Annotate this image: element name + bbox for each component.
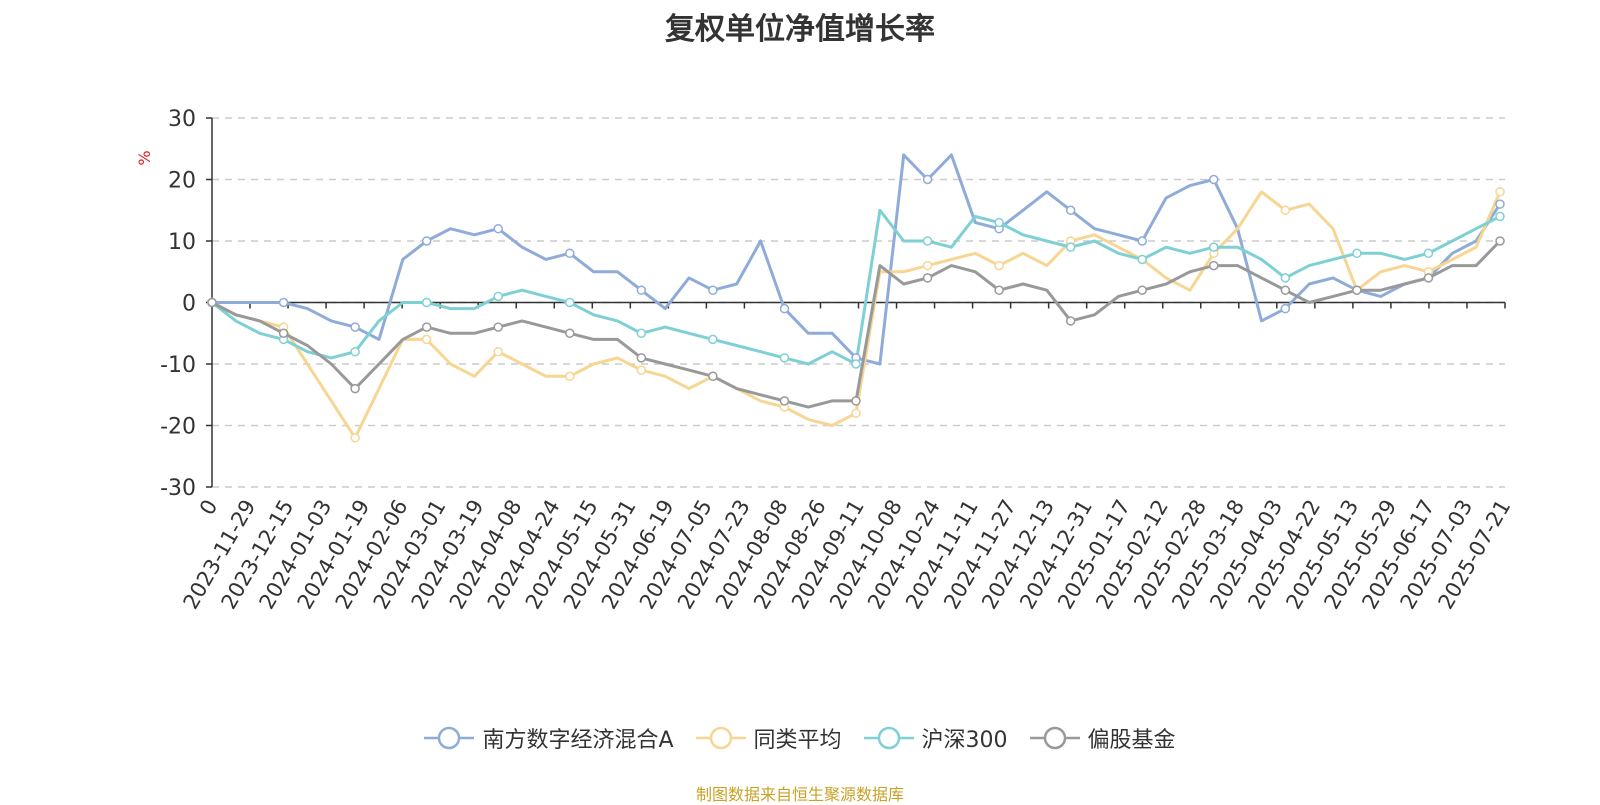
legend-marker-icon [424, 726, 475, 750]
data-point [1352, 285, 1362, 295]
data-point [636, 353, 647, 363]
data-point [1209, 260, 1219, 271]
x-tick-label: 0 [195, 496, 222, 520]
data-point [1280, 273, 1291, 283]
legend: 南方数字经济混合A 同类平均 沪深300 偏股基金 [0, 722, 1600, 754]
data-point [851, 396, 861, 406]
data-point [994, 260, 1004, 271]
data-point [350, 346, 360, 357]
data-point [350, 433, 360, 443]
data-point [708, 371, 718, 382]
legend-marker-icon [1029, 726, 1080, 750]
data-point [1280, 285, 1291, 295]
data-point [1495, 187, 1505, 197]
legend-item[interactable]: 偏股基金 [1029, 722, 1176, 754]
data-point [1065, 242, 1076, 252]
data-point [421, 322, 432, 332]
legend-label: 同类平均 [753, 728, 842, 753]
data-point [779, 396, 790, 406]
data-point [1137, 285, 1147, 295]
data-point [493, 291, 503, 302]
data-point [994, 217, 1004, 228]
y-tick-label: -10 [160, 353, 196, 378]
data-point [922, 236, 933, 246]
legend-item[interactable]: 沪深300 [863, 722, 1008, 754]
series-layer [211, 153, 1502, 440]
data-point [636, 365, 647, 375]
data-point [1065, 205, 1076, 215]
legend-item[interactable]: 南方数字经济混合A [424, 722, 674, 754]
data-point [922, 273, 933, 283]
data-point [565, 328, 575, 338]
data-point [922, 174, 933, 185]
data-point [922, 260, 933, 271]
data-point [565, 248, 575, 259]
data-point [493, 346, 503, 357]
legend-label: 沪深300 [921, 728, 1008, 753]
marker-layer [207, 174, 1505, 443]
data-point [1423, 248, 1434, 259]
data-point [1280, 205, 1291, 215]
data-point [350, 383, 360, 394]
data-point [421, 236, 432, 246]
y-tick-label: 20 [168, 169, 196, 194]
data-point [350, 322, 360, 332]
data-point [207, 297, 217, 308]
data-point [1495, 199, 1505, 209]
chart-title: 复权单位净值增长率 [665, 12, 935, 47]
data-point [1209, 242, 1219, 252]
y-axis-label: % [135, 150, 154, 165]
data-point [1137, 236, 1147, 246]
data-point [1495, 236, 1505, 246]
data-point [1352, 248, 1362, 259]
data-point [851, 359, 861, 369]
y-tick-label: -30 [160, 476, 196, 501]
data-point [994, 285, 1004, 295]
data-point [851, 408, 861, 418]
data-point [421, 297, 432, 308]
data-point [1280, 303, 1291, 314]
series-line-0 [212, 153, 1502, 366]
data-point [1423, 273, 1434, 283]
data-point [708, 285, 718, 295]
y-tick-label: 0 [182, 292, 196, 317]
source-note: 制图数据来自恒生聚源数据库 [695, 785, 904, 804]
y-tick-label: -20 [160, 415, 196, 440]
data-point [1209, 174, 1219, 185]
legend-item[interactable]: 同类平均 [695, 722, 842, 754]
data-point [779, 353, 790, 363]
data-point [493, 223, 503, 234]
axis-layer: -30-20-10010203002023-11-292023-12-15202… [160, 107, 1515, 613]
data-point [779, 303, 790, 314]
legend-label: 南方数字经济混合A [482, 728, 674, 753]
data-point [421, 334, 432, 345]
data-point [1495, 211, 1505, 222]
y-tick-label: 30 [168, 107, 196, 132]
data-point [278, 328, 289, 338]
data-point [565, 297, 575, 308]
legend-marker-icon [695, 726, 746, 750]
legend-marker-icon [863, 726, 914, 750]
data-point [636, 328, 647, 338]
data-point [636, 285, 647, 295]
data-point [278, 297, 289, 308]
data-point [708, 334, 718, 345]
y-tick-label: 10 [168, 230, 196, 255]
data-point [1065, 316, 1076, 326]
legend-label: 偏股基金 [1087, 728, 1176, 753]
data-point [493, 322, 503, 332]
data-point [565, 371, 575, 382]
data-point [1137, 254, 1147, 265]
